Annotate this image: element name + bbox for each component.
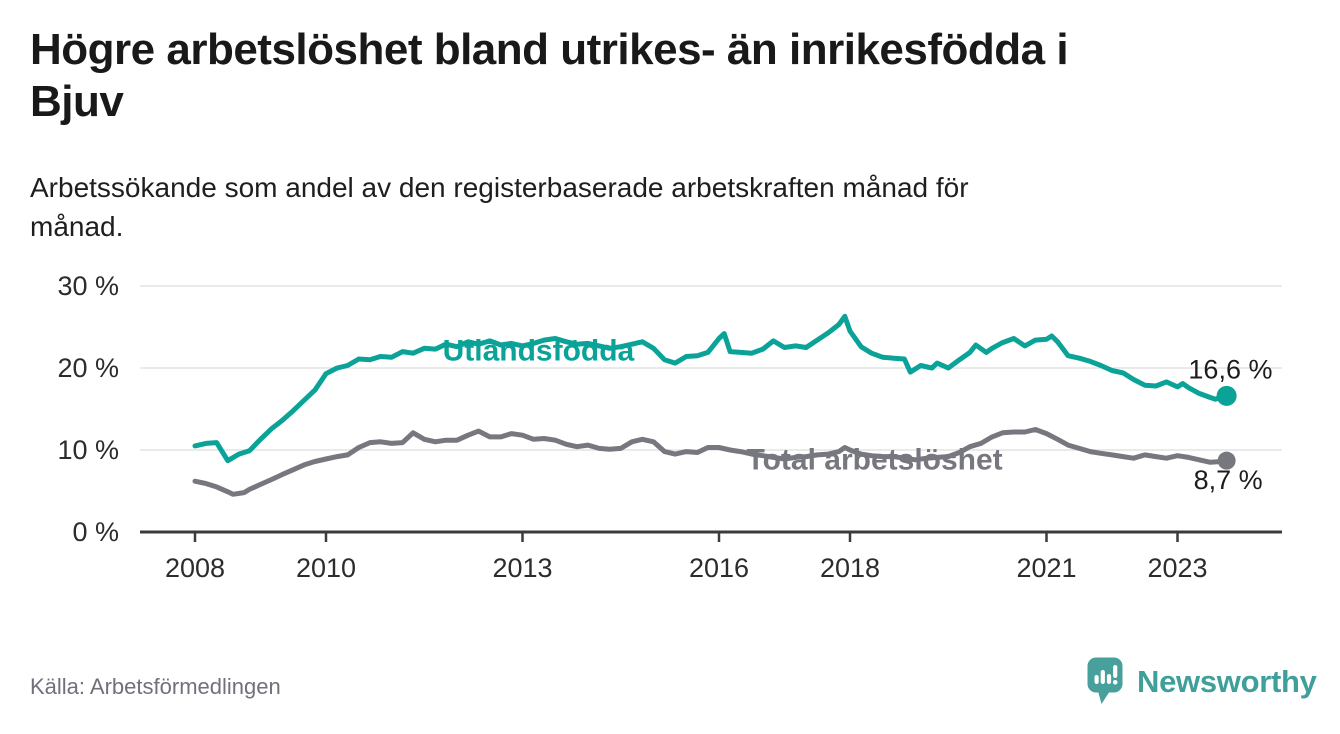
brand-name: Newsworthy [1137, 664, 1317, 699]
x-tick-label: 2016 [689, 553, 749, 583]
chart-subtitle: Arbetssökande som andel av den registerb… [30, 168, 1310, 246]
series-utlandsfodda [192, 313, 1237, 464]
newsworthy-logo-icon [1087, 657, 1123, 704]
y-axis: 0 % 10 % 20 % 30 % [57, 271, 119, 547]
page-title-line1: Högre arbetslöshet bland utrikes- än inr… [30, 25, 1069, 74]
chart-annotations: Utlandsfödda Total arbetslöshet 16,6 % 8,7 … [443, 334, 1273, 495]
x-tick-label: 2021 [1016, 553, 1076, 583]
chart-annotation: Total arbetslöshet [747, 443, 1003, 476]
series-end-dot [1216, 385, 1237, 406]
series-line [192, 427, 1230, 497]
y-tick-label: 0 % [72, 517, 119, 547]
series-line [192, 313, 1230, 464]
chart-annotation: 16,6 % [1188, 354, 1272, 384]
chart-annotation: Utlandsfödda [443, 334, 635, 367]
x-axis: 2008 2010 2013 2016 2018 2021 2023 [140, 530, 1282, 583]
x-tick-label: 2008 [165, 553, 225, 583]
x-tick-label: 2023 [1147, 553, 1207, 583]
x-tick-label: 2013 [492, 553, 552, 583]
x-tick-label: 2010 [296, 553, 356, 583]
chart-subtitle-line2: månad. [30, 211, 124, 243]
page-title: Högre arbetslöshet bland utrikes- än inr… [30, 24, 1310, 128]
x-tick-label: 2018 [820, 553, 880, 583]
y-tick-label: 10 % [57, 435, 119, 465]
y-tick-label: 30 % [57, 271, 119, 301]
chart-subtitle-line1b: Arbetssökande som andel av den registerb… [30, 172, 969, 203]
y-tick-label: 20 % [57, 353, 119, 383]
brand-lockup: Newsworthy [1086, 656, 1317, 708]
source-note: Källa: Arbetsförmedlingen [30, 674, 281, 699]
page-title-line2: Bjuv [30, 76, 124, 126]
series-end-dot [1217, 451, 1236, 470]
series-total-arbetsloshet [192, 427, 1236, 497]
chart-annotation: 8,7 % [1194, 465, 1263, 495]
